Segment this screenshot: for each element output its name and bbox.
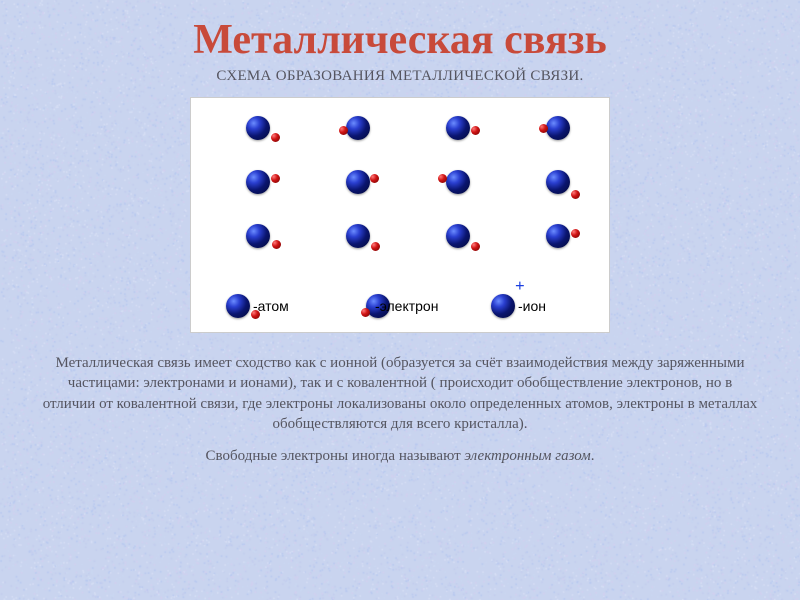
- atom-sphere: [246, 224, 270, 248]
- footnote-prefix: Свободные электроны иногда называют: [206, 448, 465, 464]
- electron-dot: [471, 242, 480, 251]
- atom-sphere: [346, 170, 370, 194]
- slide-title: Металлическая связь: [193, 18, 606, 62]
- legend-label: -ион: [518, 298, 546, 314]
- electron-dot: [271, 133, 280, 142]
- legend-label: -атом: [253, 298, 289, 314]
- description-paragraph: Металлическая связь имеет сходство как с…: [30, 353, 770, 434]
- electron-dot: [271, 174, 280, 183]
- plus-icon: +: [515, 276, 525, 296]
- electron-dot: [571, 190, 580, 199]
- atom-sphere: [546, 170, 570, 194]
- electron-dot: [571, 229, 580, 238]
- atom-sphere: [446, 116, 470, 140]
- electron-dot: [361, 308, 370, 317]
- footnote-italic: электронным газом: [464, 448, 590, 464]
- atom-sphere: [546, 116, 570, 140]
- electron-dot: [471, 126, 480, 135]
- slide-content: Металлическая связь СХЕМА ОБРАЗОВАНИЯ МЕ…: [0, 0, 800, 600]
- atom-sphere: [246, 170, 270, 194]
- atom-sphere: [546, 224, 570, 248]
- electron-dot: [371, 242, 380, 251]
- footnote-suffix: .: [591, 448, 595, 464]
- atom-sphere: [446, 170, 470, 194]
- atom-sphere: [226, 294, 250, 318]
- atom-sphere: [491, 294, 515, 318]
- atom-sphere: [446, 224, 470, 248]
- atom-sphere: [346, 224, 370, 248]
- metallic-bond-diagram: + -атом -электрон -ион: [190, 97, 610, 333]
- atom-sphere: [346, 116, 370, 140]
- atom-sphere: [246, 116, 270, 140]
- slide-subtitle: СХЕМА ОБРАЗОВАНИЯ МЕТАЛЛИЧЕСКОЙ СВЯЗИ.: [216, 68, 583, 85]
- electron-dot: [370, 174, 379, 183]
- footnote-text: Свободные электроны иногда называют элек…: [206, 448, 595, 465]
- electron-dot: [272, 240, 281, 249]
- legend-label: -электрон: [375, 298, 438, 314]
